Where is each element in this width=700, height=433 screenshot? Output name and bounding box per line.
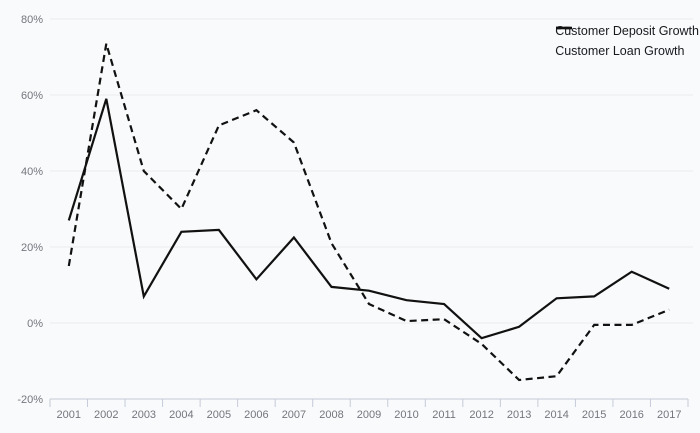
x-tick-label-2003: 2003 (132, 409, 156, 421)
x-tick-label-2014: 2014 (544, 409, 568, 421)
x-tick-label-2008: 2008 (319, 409, 343, 421)
legend-item-customer-deposit-growth[interactable]: Customer Deposit Growth (555, 23, 699, 40)
dashed-line-sample-icon (556, 26, 573, 30)
x-tick-label-2002: 2002 (94, 409, 118, 421)
y-tick-label-80%: 80% (21, 14, 43, 26)
x-tick-label-2017: 2017 (657, 409, 681, 421)
legend-label: Customer Loan Growth (555, 44, 685, 58)
legend-item-customer-loan-growth[interactable]: Customer Loan Growth (555, 26, 685, 60)
x-tick-label-2012: 2012 (469, 409, 493, 421)
x-tick-label-2007: 2007 (282, 409, 306, 421)
y-tick-label-20%: 20% (21, 242, 43, 254)
series-line-customer-deposit-growth (67, 98, 670, 340)
x-tick-label-2015: 2015 (582, 409, 606, 421)
y-tick-label--20%: -20% (17, 394, 43, 406)
x-tick-label-2010: 2010 (394, 409, 418, 421)
y-tick-label-60%: 60% (21, 90, 43, 102)
series-line-customer-loan-growth (67, 43, 670, 382)
x-tick-label-2009: 2009 (357, 409, 381, 421)
legend-label: Customer Deposit Growth (555, 24, 699, 38)
x-tick-label-2005: 2005 (207, 409, 231, 421)
x-tick-label-2006: 2006 (244, 409, 268, 421)
x-tick-label-2013: 2013 (507, 409, 531, 421)
y-tick-label-0%: 0% (27, 318, 43, 330)
x-tick-label-2001: 2001 (57, 409, 81, 421)
x-tick-label-2004: 2004 (169, 409, 193, 421)
y-tick-label-40%: 40% (21, 166, 43, 178)
x-tick-label-2011: 2011 (432, 409, 456, 421)
legend: Customer Deposit Growth Customer Loan Gro… (555, 23, 699, 60)
x-tick-label-2016: 2016 (619, 409, 643, 421)
